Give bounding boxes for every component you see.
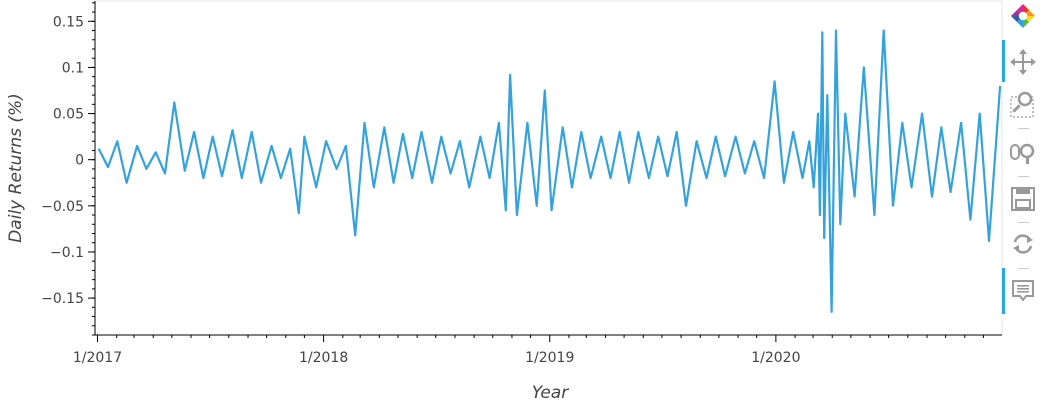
bokeh-logo-icon[interactable] bbox=[1008, 1, 1038, 31]
x-axis-label: Year bbox=[532, 383, 569, 403]
y-tick-label: 0 bbox=[75, 153, 84, 169]
series-layer bbox=[97, 29, 1002, 313]
hover-tooltip-icon[interactable] bbox=[1008, 276, 1038, 306]
toolbar-separator bbox=[1018, 268, 1029, 269]
y-axis-label: Daily Returns (%) bbox=[6, 93, 26, 243]
x-tick-label: 1/2017 bbox=[73, 350, 122, 366]
y-tick-label: 0.05 bbox=[53, 107, 84, 123]
hover-active-indicator bbox=[1002, 268, 1005, 314]
x-axis: 1/2017 1/2018 1/2019 1/2020 bbox=[73, 334, 1002, 366]
save-disk-icon[interactable] bbox=[1008, 184, 1038, 214]
chart-toolbar bbox=[1002, 0, 1045, 406]
y-tick-label: −0.05 bbox=[41, 199, 84, 215]
y-tick-label: −0.15 bbox=[41, 291, 84, 307]
x-tick-label: 1/2018 bbox=[299, 350, 348, 366]
move-arrows-icon[interactable] bbox=[1008, 47, 1038, 77]
y-tick-label: 0.1 bbox=[62, 60, 84, 76]
y-tick-label: 0.15 bbox=[53, 14, 84, 30]
toolbar-separator bbox=[1018, 176, 1029, 177]
toolbar-separator bbox=[1018, 222, 1029, 223]
wheel-zoom-icon[interactable] bbox=[1008, 138, 1038, 168]
reset-icon[interactable] bbox=[1008, 229, 1038, 259]
toolbar-separator bbox=[1018, 128, 1029, 129]
y-tick-label: −0.1 bbox=[50, 245, 84, 261]
pan-active-indicator bbox=[1002, 40, 1005, 82]
box-zoom-icon[interactable] bbox=[1008, 90, 1038, 120]
x-tick-label: 1/2019 bbox=[525, 350, 574, 366]
series-line bbox=[97, 29, 1002, 313]
x-tick-label: 1/2020 bbox=[751, 350, 800, 366]
y-axis: 0.15 0.1 0.05 0 −0.05 −0.1 −0.15 bbox=[41, 1, 96, 336]
